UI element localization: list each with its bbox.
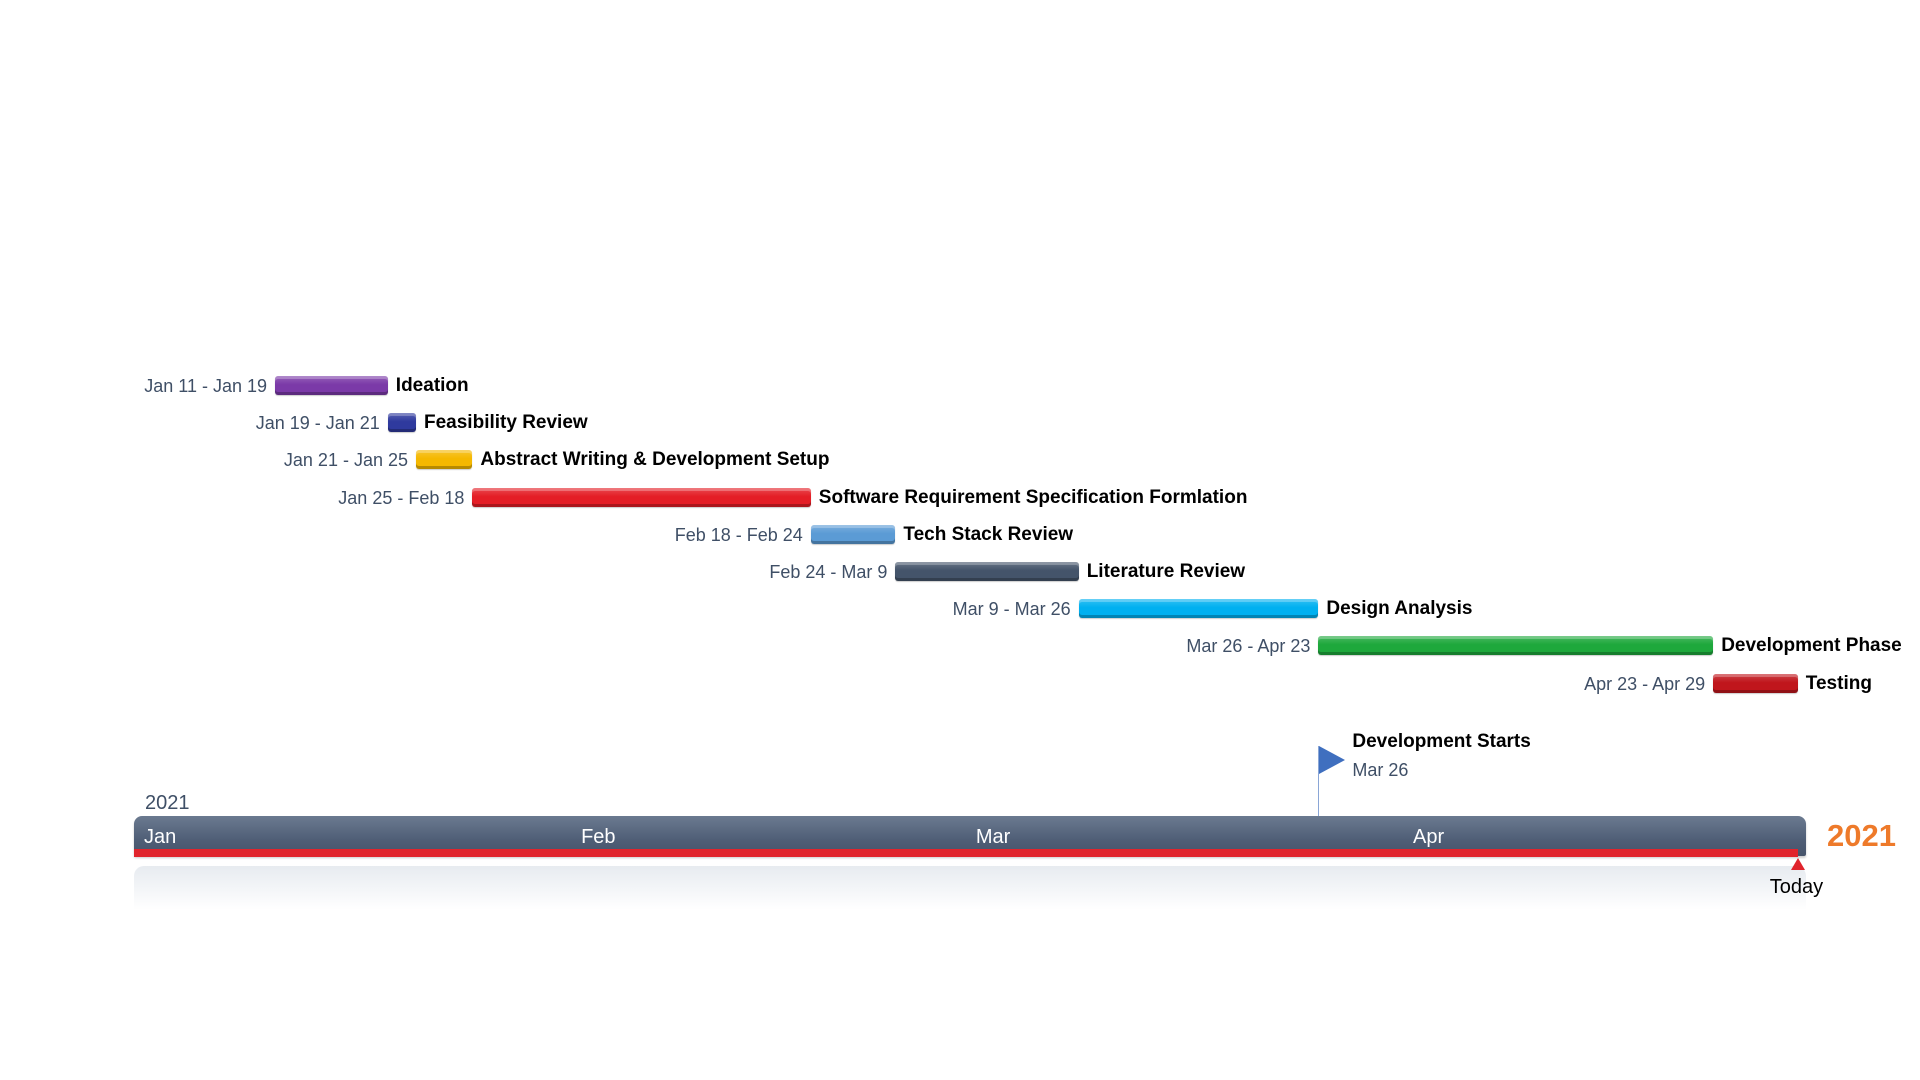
task-name: Design Analysis (1326, 598, 1473, 620)
task-date-range: Mar 26 - Apr 23 (1186, 636, 1311, 657)
task-bar[interactable] (1078, 599, 1319, 619)
task-bar[interactable] (810, 524, 896, 544)
task-name: Testing (1805, 672, 1872, 694)
timeline-progress-bar (134, 849, 1798, 857)
month-label: Feb (581, 826, 616, 848)
task-date-range: Apr 23 - Apr 29 (1584, 673, 1706, 694)
task-bar[interactable] (472, 487, 811, 507)
task-name: Ideation (395, 375, 469, 396)
today-label: Today (1769, 876, 1824, 898)
task-date-range: Jan 11 - Jan 19 (144, 376, 267, 396)
timeline-year-label: 2021 (145, 792, 190, 814)
month-label: Jan (144, 826, 177, 848)
task-bar[interactable] (387, 413, 416, 433)
today-marker-icon (1790, 858, 1805, 870)
task-date-range: Jan 25 - Feb 18 (338, 487, 465, 508)
month-label: Apr (1413, 826, 1445, 848)
task-date-range: Feb 24 - Mar 9 (769, 562, 888, 582)
task-bar[interactable] (416, 450, 473, 470)
milestone-pole (1318, 746, 1320, 816)
task-name: Abstract Writing & Development Setup (480, 449, 830, 471)
task-date-range: Jan 19 - Jan 21 (255, 413, 380, 434)
flag-icon (1319, 746, 1346, 774)
task-date-range: Jan 21 - Jan 25 (283, 450, 408, 471)
task-name: Feasibility Review (424, 412, 588, 434)
task-name: Literature Review (1086, 561, 1246, 582)
task-bar[interactable] (1318, 636, 1714, 656)
task-name: Tech Stack Review (903, 523, 1074, 545)
task-name: Development Phase (1721, 635, 1902, 657)
month-label: Mar (975, 826, 1011, 848)
milestone-date: Mar 26 (1352, 760, 1409, 780)
milestone-title: Development Starts (1352, 731, 1531, 752)
task-bar[interactable] (895, 562, 1079, 581)
task-date-range: Mar 9 - Mar 26 (952, 599, 1071, 620)
task-name: Software Requirement Specification Forml… (818, 486, 1248, 508)
task-date-range: Feb 18 - Feb 24 (674, 524, 803, 545)
timeline-year-badge: 2021 (1827, 818, 1896, 853)
task-bar[interactable] (275, 376, 388, 395)
timeline-reflection (134, 866, 1806, 910)
task-bar[interactable] (1713, 673, 1798, 693)
